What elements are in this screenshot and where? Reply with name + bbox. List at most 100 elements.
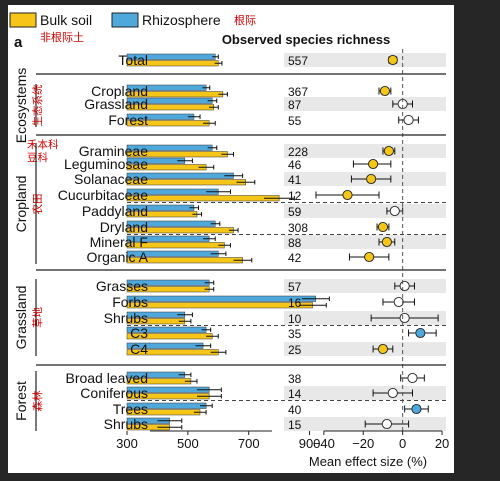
legend-label-bulk: Bulk soil — [40, 12, 92, 28]
effect-point — [387, 54, 398, 66]
row-label-cropland: Cropland — [91, 83, 148, 99]
effect-point — [387, 387, 398, 399]
legend-swatch-rhizo — [111, 12, 139, 28]
sample-size: 38 — [288, 372, 302, 386]
left-x-tick-label: 700 — [238, 436, 260, 451]
sample-size: 40 — [288, 403, 302, 417]
row-label-coniferous: Coniferous — [80, 385, 148, 401]
row-label-dryland: Dryland — [100, 219, 148, 235]
row-label-forest: Forest — [108, 112, 148, 128]
sample-size: 15 — [288, 418, 302, 432]
effect-point — [403, 114, 414, 126]
sample-size: 557 — [288, 54, 308, 68]
row-label-cucurbitaceae: Cucurbitaceae — [58, 187, 148, 203]
panel-label: a — [14, 34, 23, 51]
effect-point — [377, 343, 389, 355]
legend-swatch-bulk — [9, 12, 37, 28]
effect-point — [366, 173, 377, 185]
sample-size: 57 — [288, 280, 302, 294]
group-annotation: 森林 — [31, 390, 44, 411]
effect-point — [383, 145, 394, 157]
group-label-cropland: Cropland — [13, 176, 29, 233]
sample-size: 55 — [288, 114, 302, 128]
sample-size: 59 — [288, 205, 302, 219]
effect-point — [381, 236, 392, 248]
effect-point — [411, 403, 422, 415]
effect-point — [399, 312, 410, 324]
row-label-c3: C3 — [130, 325, 148, 341]
right-x-tick-label: −40 — [313, 436, 335, 451]
row-stripe — [284, 235, 446, 249]
row-label-grasses: Grasses — [96, 278, 148, 294]
sample-size: 308 — [288, 221, 308, 235]
row-stripes — [284, 53, 446, 431]
sample-size: 46 — [288, 158, 302, 172]
left-x-tick-label: 900 — [299, 436, 321, 451]
effect-point — [364, 251, 375, 263]
effect-points — [315, 54, 439, 430]
group-annotation: 草地 — [31, 307, 44, 328]
row-label-grassland: Grassland — [84, 96, 148, 112]
row-annotation: 禾本科 — [27, 138, 59, 151]
group-annotation: 生态系统 — [31, 84, 44, 126]
sample-size: 14 — [288, 387, 302, 401]
bars — [126, 53, 330, 431]
row-label-leguminosae: Leguminosae — [64, 156, 148, 172]
left-x-tick-label: 500 — [177, 436, 199, 451]
axes: 300 500 700 900−40 −20 0 20 Mean effect size (%… — [36, 49, 449, 469]
legend-label-rhizo: Rhizosphere — [142, 12, 221, 28]
sample-size: 42 — [288, 251, 302, 265]
row-stripe — [284, 342, 446, 356]
row-stripe — [284, 53, 446, 67]
right-x-tick-label: 20 — [435, 436, 449, 451]
bar-bulk-soil — [126, 302, 313, 309]
effect-point — [407, 372, 418, 384]
effect-point — [368, 158, 379, 170]
legend: Bulk soil Rhizosphere 根际 非根际土 — [9, 12, 256, 44]
row-label-trees: Trees — [113, 401, 148, 417]
row-label-organic-a: Organic A — [87, 249, 149, 265]
row-label-broad-leaved: Broad leaved — [65, 370, 148, 386]
sample-size: 228 — [288, 145, 308, 159]
group-labels: Ecosystems 生态系统 Cropland 农田 Grassland 草地 Fores… — [13, 68, 44, 431]
sample-size: 35 — [288, 327, 302, 341]
effect-point — [399, 280, 410, 292]
sample-size: 87 — [288, 98, 302, 112]
effect-point — [379, 85, 390, 97]
row-annotation: 豆科 — [27, 151, 48, 164]
sample-size: 12 — [288, 189, 302, 203]
row-stripe — [284, 279, 446, 293]
sample-size: 367 — [288, 85, 308, 99]
left-x-tick-label: 300 — [116, 436, 138, 451]
row-label-solanaceae: Solanaceae — [74, 171, 148, 187]
group-label-ecosystems: Ecosystems — [13, 68, 29, 143]
row-label-forbs: Forbs — [112, 294, 148, 310]
sample-size: 25 — [288, 343, 302, 357]
row-stripe — [284, 204, 446, 218]
legend-annotation-rhizo: 根际 — [234, 13, 256, 27]
legend-annotation-bulk: 非根际土 — [40, 30, 84, 44]
row-label-shrubs: Shrubs — [104, 416, 148, 432]
right-x-tick-label: −20 — [352, 436, 374, 451]
row-stripe — [284, 97, 446, 111]
row-label-paddyland: Paddyland — [82, 203, 148, 219]
sample-size: 88 — [288, 236, 302, 250]
effect-point — [377, 221, 389, 233]
row-label-c4: C4 — [130, 341, 148, 357]
group-label-forest: Forest — [13, 381, 29, 421]
group-annotation: 农田 — [31, 194, 44, 215]
effect-point — [415, 327, 426, 339]
sample-size: 16 — [288, 296, 302, 310]
effect-point — [389, 205, 400, 217]
chart-title: Observed species richness — [222, 32, 390, 47]
sample-size: 10 — [288, 312, 302, 326]
bar-bulk-soil — [126, 195, 280, 202]
group-label-grassland: Grassland — [13, 286, 29, 350]
sample-size: 41 — [288, 173, 302, 187]
right-x-axis-label: Mean effect size (%) — [309, 454, 427, 469]
effect-point — [342, 189, 353, 201]
row-stripe — [284, 144, 446, 158]
